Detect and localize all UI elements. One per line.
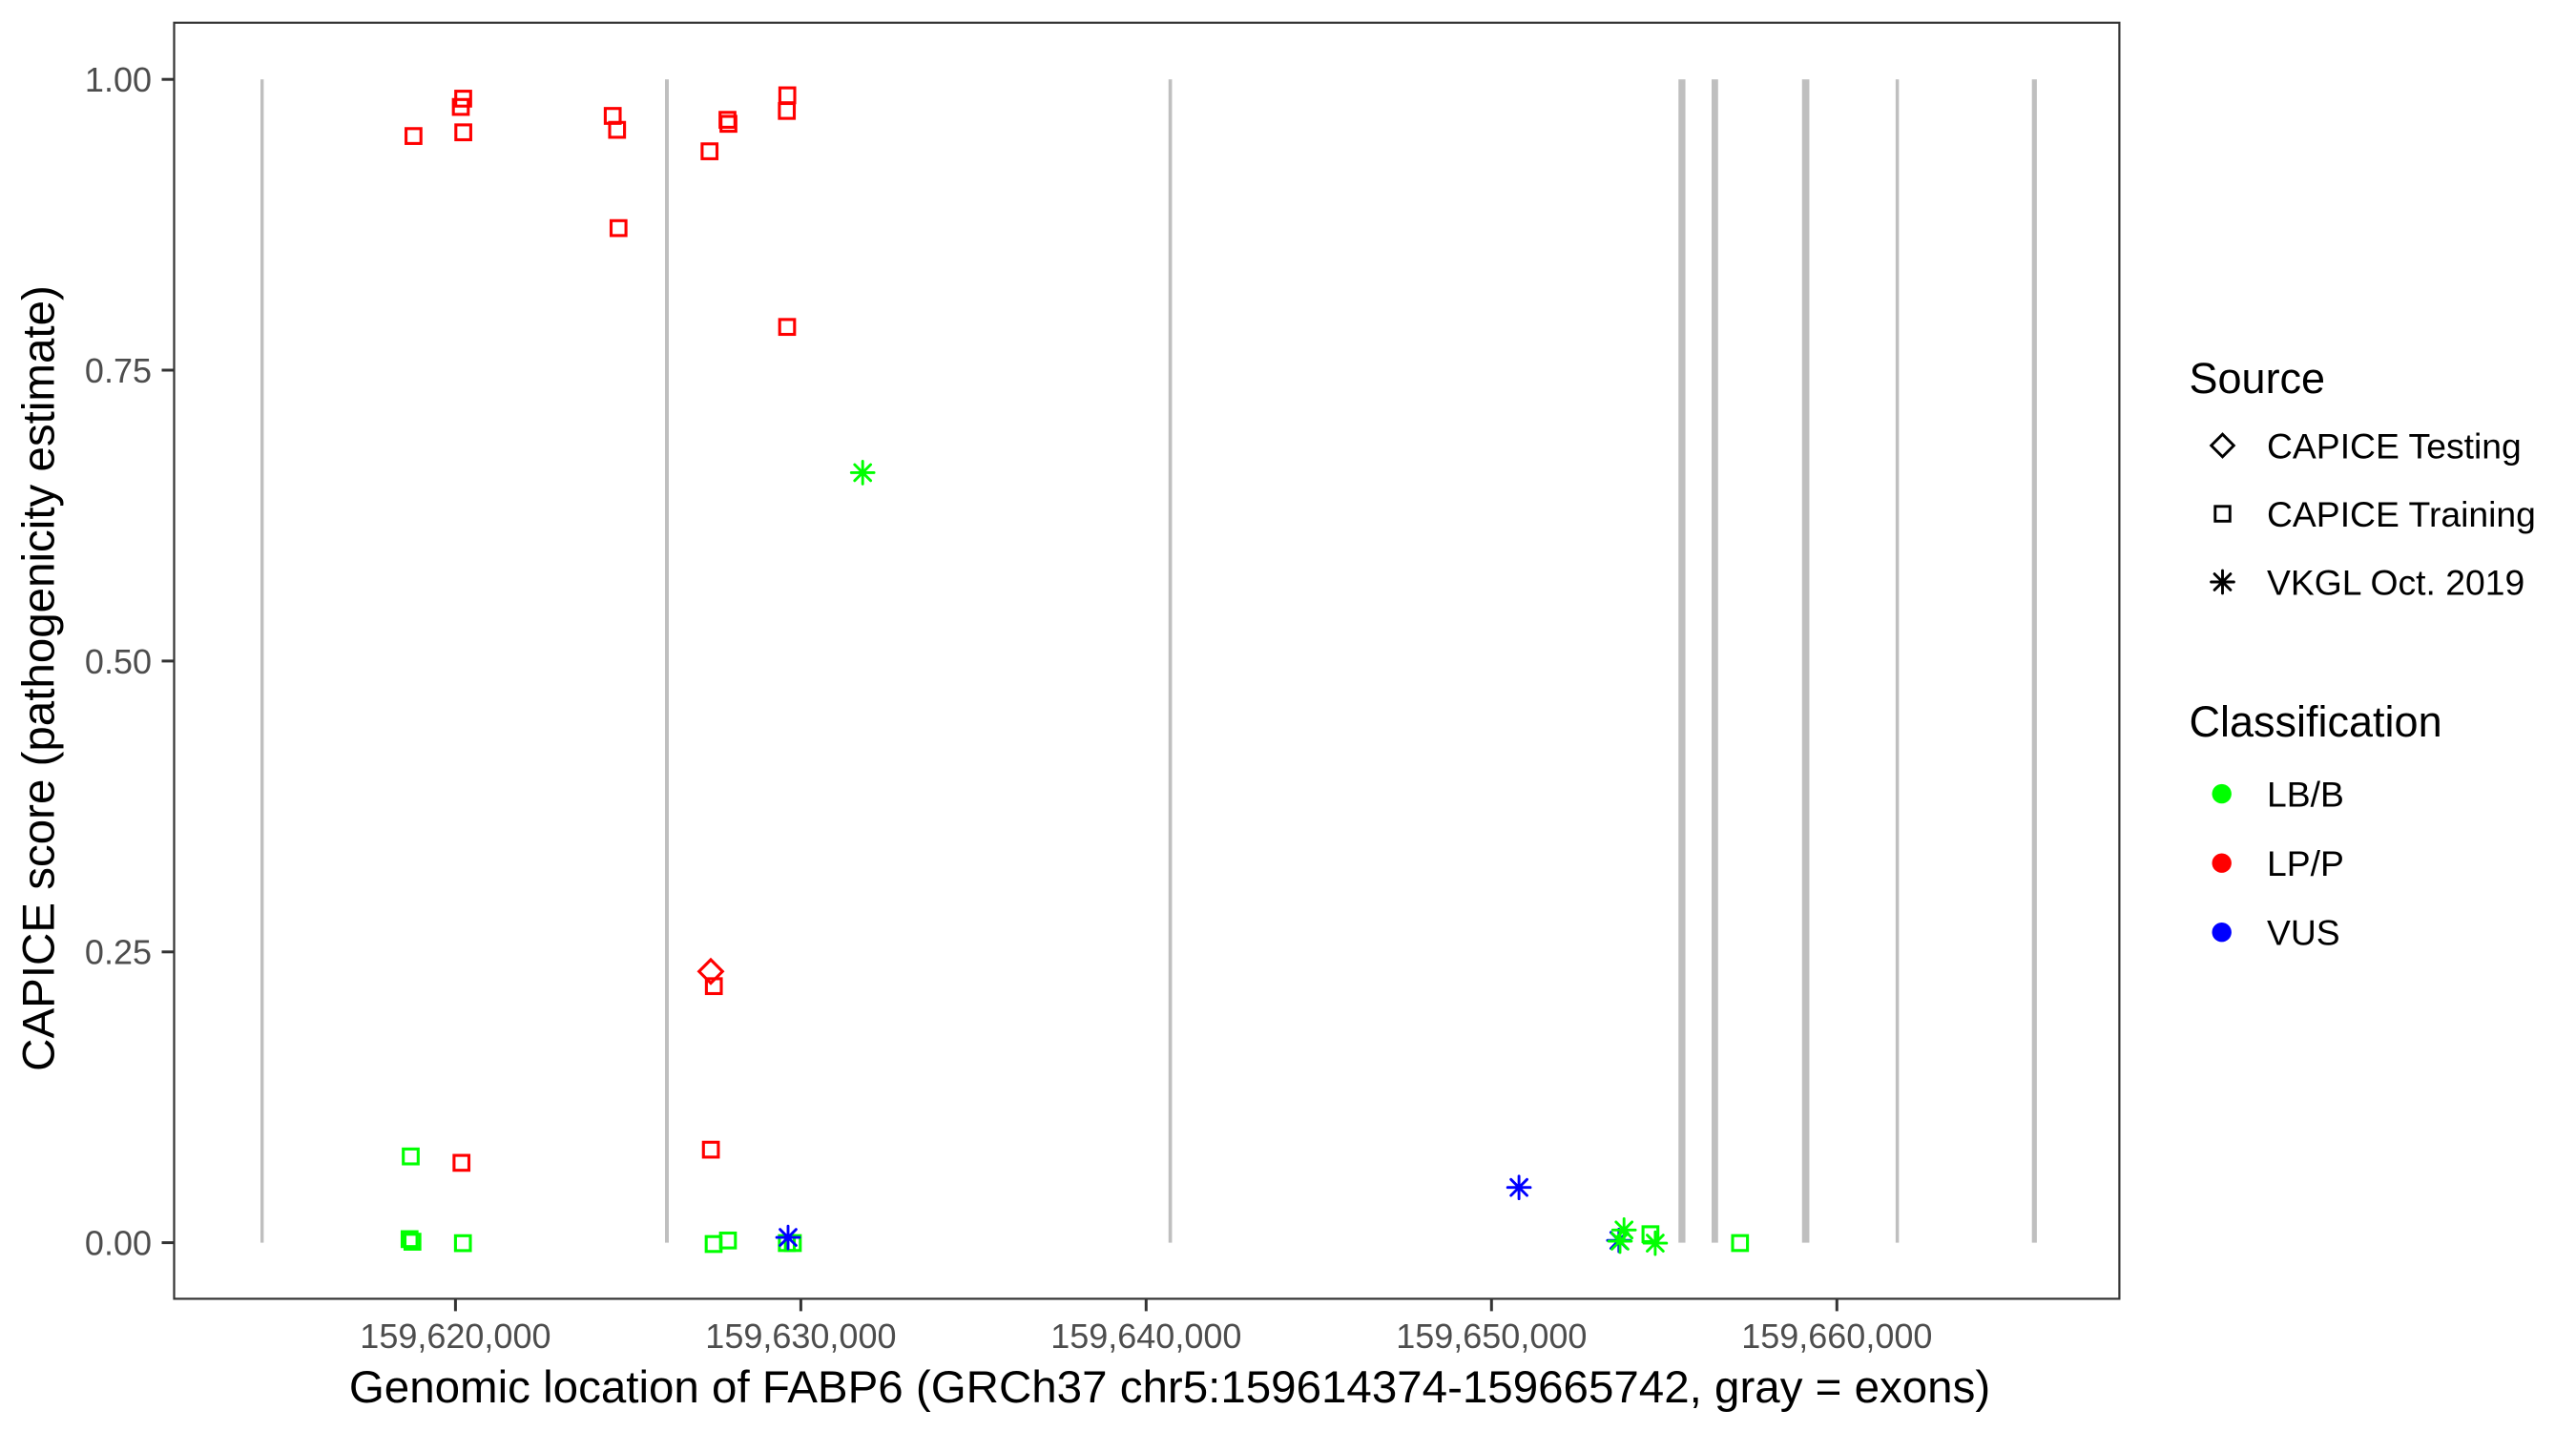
svg-text:CAPICE Training: CAPICE Training [2267, 494, 2536, 534]
svg-text:Classification: Classification [2190, 697, 2442, 746]
svg-text:159,630,000: 159,630,000 [705, 1317, 896, 1356]
svg-text:Source: Source [2190, 354, 2326, 403]
svg-text:Genomic location of FABP6 (GRC: Genomic location of FABP6 (GRCh37 chr5:1… [349, 1362, 1990, 1413]
svg-text:VUS: VUS [2267, 913, 2340, 953]
svg-text:CAPICE score (pathogenicity es: CAPICE score (pathogenicity estimate) [14, 285, 65, 1071]
svg-text:CAPICE Testing: CAPICE Testing [2267, 426, 2522, 467]
svg-text:0.00: 0.00 [85, 1224, 152, 1263]
svg-text:LB/B: LB/B [2267, 775, 2344, 815]
svg-text:159,620,000: 159,620,000 [360, 1317, 551, 1356]
svg-text:159,640,000: 159,640,000 [1050, 1317, 1241, 1356]
svg-text:VKGL Oct. 2019: VKGL Oct. 2019 [2267, 563, 2524, 603]
svg-text:1.00: 1.00 [85, 60, 152, 99]
svg-text:0.50: 0.50 [85, 642, 152, 681]
svg-text:0.25: 0.25 [85, 933, 152, 972]
svg-text:159,660,000: 159,660,000 [1741, 1317, 1932, 1356]
svg-text:0.75: 0.75 [85, 351, 152, 390]
svg-text:159,650,000: 159,650,000 [1396, 1317, 1587, 1356]
svg-text:LP/P: LP/P [2267, 843, 2344, 883]
